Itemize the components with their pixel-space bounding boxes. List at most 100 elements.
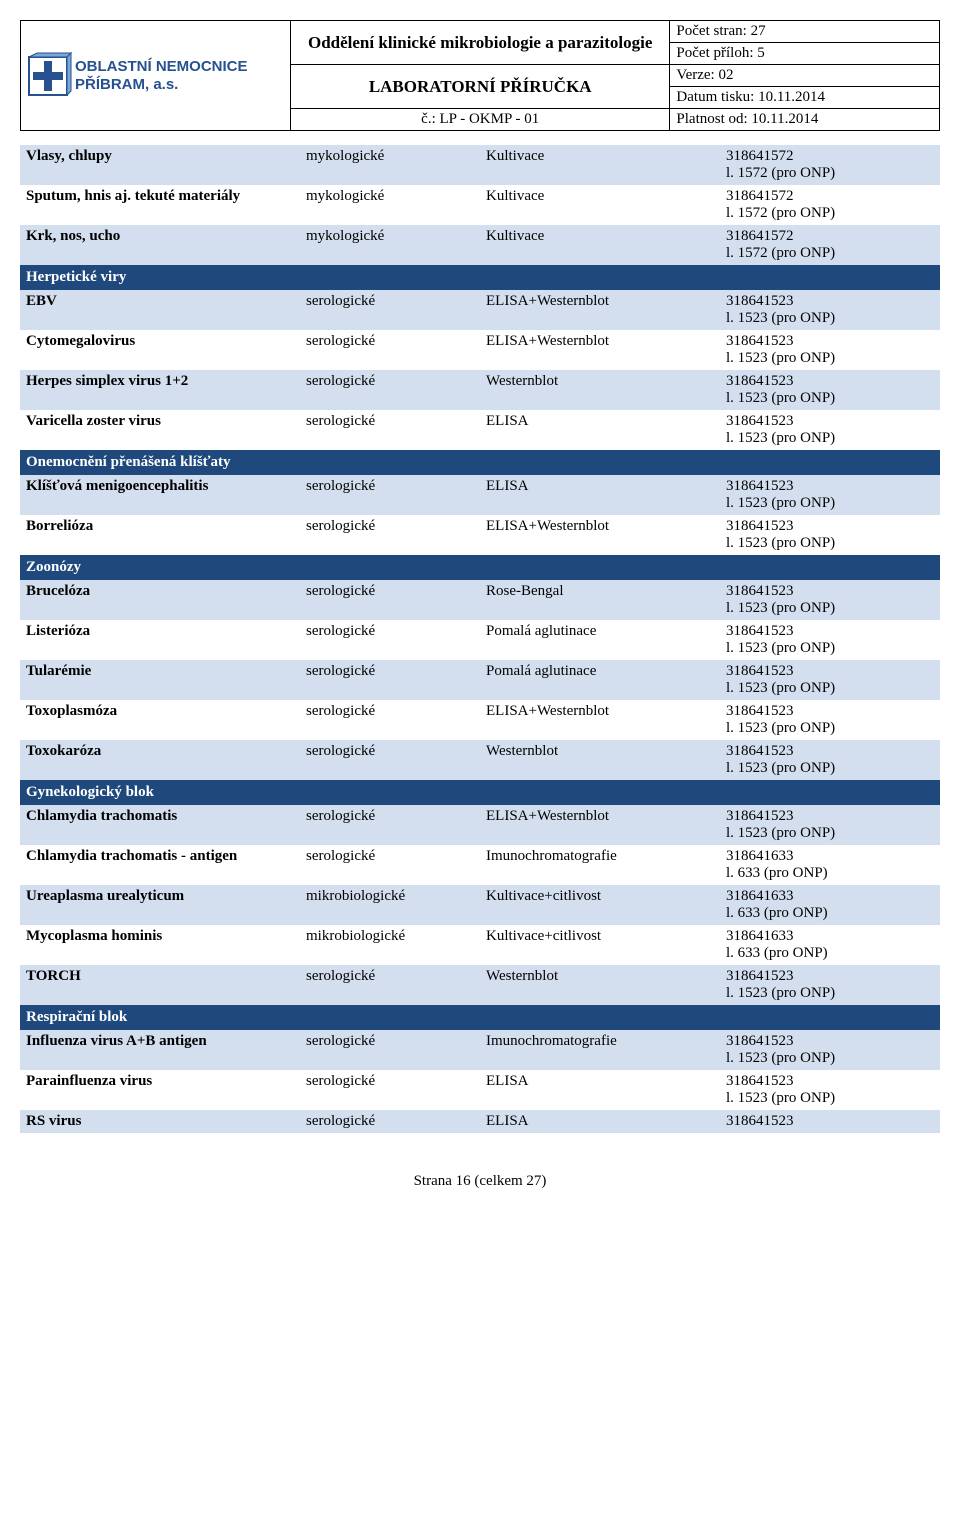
phone: 318641633 bbox=[726, 928, 934, 945]
method: Kultivace+citlivost bbox=[480, 925, 720, 965]
category: serologické bbox=[300, 1110, 480, 1133]
method: Imunochromatografie bbox=[480, 845, 720, 885]
examination-name: Chlamydia trachomatis bbox=[20, 805, 300, 845]
category: serologické bbox=[300, 370, 480, 410]
method: ELISA bbox=[480, 410, 720, 450]
extension: l. 1572 (pro ONP) bbox=[726, 245, 934, 262]
contact: 318641523l. 1523 (pro ONP) bbox=[720, 700, 940, 740]
method: ELISA+Westernblot bbox=[480, 290, 720, 330]
section-label: Herpetické viry bbox=[20, 265, 940, 290]
table-row: Vlasy, chlupymykologickéKultivace3186415… bbox=[20, 145, 940, 185]
contact: 318641523l. 1523 (pro ONP) bbox=[720, 475, 940, 515]
phone: 318641523 bbox=[726, 968, 934, 985]
contact: 318641572l. 1572 (pro ONP) bbox=[720, 145, 940, 185]
examination-name: EBV bbox=[20, 290, 300, 330]
phone: 318641523 bbox=[726, 1113, 934, 1130]
method: ELISA bbox=[480, 475, 720, 515]
category: serologické bbox=[300, 805, 480, 845]
phone: 318641523 bbox=[726, 518, 934, 535]
category: serologické bbox=[300, 330, 480, 370]
meta-version: Verze: 02 bbox=[670, 65, 940, 87]
method: ELISA bbox=[480, 1110, 720, 1133]
category: serologické bbox=[300, 660, 480, 700]
table-row: Varicella zoster virusserologickéELISA31… bbox=[20, 410, 940, 450]
phone: 318641523 bbox=[726, 808, 934, 825]
method: ELISA+Westernblot bbox=[480, 515, 720, 555]
examination-name: Chlamydia trachomatis - antigen bbox=[20, 845, 300, 885]
section-label: Zoonózy bbox=[20, 555, 940, 580]
category: serologické bbox=[300, 475, 480, 515]
phone: 318641572 bbox=[726, 148, 934, 165]
extension: l. 1523 (pro ONP) bbox=[726, 535, 934, 552]
hospital-logo-icon: OBLASTNÍ NEMOCNICE PŘÍBRAM, a.s. bbox=[27, 51, 281, 101]
extension: l. 1523 (pro ONP) bbox=[726, 825, 934, 842]
contact: 318641523l. 1523 (pro ONP) bbox=[720, 660, 940, 700]
contact: 318641523l. 1523 (pro ONP) bbox=[720, 330, 940, 370]
examination-name: Krk, nos, ucho bbox=[20, 225, 300, 265]
examination-name: TORCH bbox=[20, 965, 300, 1005]
phone: 318641523 bbox=[726, 743, 934, 760]
contact: 318641523l. 1523 (pro ONP) bbox=[720, 740, 940, 780]
category: serologické bbox=[300, 965, 480, 1005]
method: Kultivace+citlivost bbox=[480, 885, 720, 925]
examination-name: Klíšťová menigoencephalitis bbox=[20, 475, 300, 515]
contact: 318641523l. 1523 (pro ONP) bbox=[720, 805, 940, 845]
extension: l. 1523 (pro ONP) bbox=[726, 350, 934, 367]
doc-name: LABORATORNÍ PŘÍRUČKA bbox=[290, 65, 669, 109]
table-row: ListeriózaserologickéPomalá aglutinace31… bbox=[20, 620, 940, 660]
extension: l. 1523 (pro ONP) bbox=[726, 680, 934, 697]
table-row: TORCHserologickéWesternblot318641523l. 1… bbox=[20, 965, 940, 1005]
examination-name: Ureaplasma urealyticum bbox=[20, 885, 300, 925]
extension: l. 1523 (pro ONP) bbox=[726, 760, 934, 777]
method: Westernblot bbox=[480, 370, 720, 410]
table-row: Chlamydia trachomatis - antigenserologic… bbox=[20, 845, 940, 885]
phone: 318641633 bbox=[726, 888, 934, 905]
contact: 318641523l. 1523 (pro ONP) bbox=[720, 290, 940, 330]
method: ELISA+Westernblot bbox=[480, 805, 720, 845]
phone: 318641523 bbox=[726, 663, 934, 680]
doc-no: č.: LP - OKMP - 01 bbox=[290, 109, 669, 131]
contact: 318641572l. 1572 (pro ONP) bbox=[720, 225, 940, 265]
section-header: Herpetické viry bbox=[20, 265, 940, 290]
extension: l. 1523 (pro ONP) bbox=[726, 985, 934, 1002]
page-footer: Strana 16 (celkem 27) bbox=[20, 1173, 940, 1190]
table-row: EBVserologickéELISA+Westernblot318641523… bbox=[20, 290, 940, 330]
category: serologické bbox=[300, 1030, 480, 1070]
category: serologické bbox=[300, 700, 480, 740]
phone: 318641633 bbox=[726, 848, 934, 865]
method: Pomalá aglutinace bbox=[480, 660, 720, 700]
table-row: BorreliózaserologickéELISA+Westernblot31… bbox=[20, 515, 940, 555]
table-row: Mycoplasma hominismikrobiologickéKultiva… bbox=[20, 925, 940, 965]
contact: 318641523l. 1523 (pro ONP) bbox=[720, 580, 940, 620]
data-table: Vlasy, chlupymykologickéKultivace3186415… bbox=[20, 145, 940, 1133]
table-row: Krk, nos, uchomykologickéKultivace318641… bbox=[20, 225, 940, 265]
extension: l. 1523 (pro ONP) bbox=[726, 1050, 934, 1067]
method: Kultivace bbox=[480, 225, 720, 265]
dept-cell: Oddělení klinické mikrobiologie a parazi… bbox=[290, 21, 669, 65]
phone: 318641523 bbox=[726, 413, 934, 430]
section-header: Onemocnění přenášená klíšťaty bbox=[20, 450, 940, 475]
method: Westernblot bbox=[480, 740, 720, 780]
method: Kultivace bbox=[480, 145, 720, 185]
section-label: Respirační blok bbox=[20, 1005, 940, 1030]
table-row: ToxoplasmózaserologickéELISA+Westernblot… bbox=[20, 700, 940, 740]
section-header: Respirační blok bbox=[20, 1005, 940, 1030]
category: serologické bbox=[300, 1070, 480, 1110]
method: ELISA+Westernblot bbox=[480, 700, 720, 740]
contact: 318641523l. 1523 (pro ONP) bbox=[720, 370, 940, 410]
contact: 318641523l. 1523 (pro ONP) bbox=[720, 1030, 940, 1070]
contact: 318641523l. 1523 (pro ONP) bbox=[720, 620, 940, 660]
table-row: Klíšťová menigoencephalitisserologickéEL… bbox=[20, 475, 940, 515]
extension: l. 1572 (pro ONP) bbox=[726, 205, 934, 222]
extension: l. 1523 (pro ONP) bbox=[726, 1090, 934, 1107]
examination-name: Varicella zoster virus bbox=[20, 410, 300, 450]
category: mykologické bbox=[300, 185, 480, 225]
phone: 318641523 bbox=[726, 703, 934, 720]
category: serologické bbox=[300, 580, 480, 620]
phone: 318641523 bbox=[726, 583, 934, 600]
examination-name: Vlasy, chlupy bbox=[20, 145, 300, 185]
method: ELISA bbox=[480, 1070, 720, 1110]
category: serologické bbox=[300, 515, 480, 555]
logo-text1: OBLASTNÍ NEMOCNICE bbox=[75, 58, 248, 75]
extension: l. 1572 (pro ONP) bbox=[726, 165, 934, 182]
